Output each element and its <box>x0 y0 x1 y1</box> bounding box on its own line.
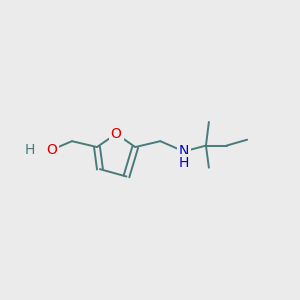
Text: H: H <box>24 143 34 157</box>
Text: O: O <box>46 143 57 157</box>
Text: H: H <box>179 156 189 170</box>
Text: N: N <box>179 145 189 158</box>
Text: O: O <box>111 127 122 141</box>
